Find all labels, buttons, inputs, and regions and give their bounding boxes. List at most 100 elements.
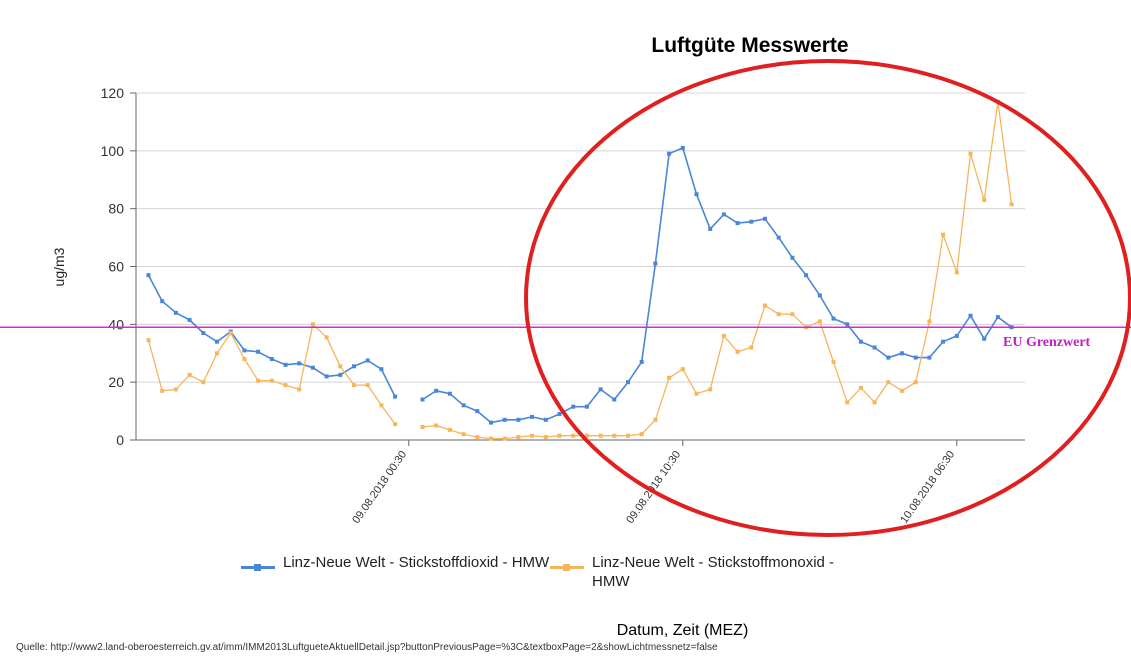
data-point-no2	[256, 349, 261, 354]
data-point-no2	[817, 293, 822, 298]
x-tick-label: 09.08.2018 00:30	[350, 449, 409, 526]
data-point-no	[379, 403, 384, 408]
y-tick-label: 100	[101, 143, 125, 159]
data-point-no2	[845, 322, 850, 327]
data-point-no2	[269, 357, 274, 361]
data-point-no	[694, 391, 699, 396]
data-point-no2	[804, 273, 809, 278]
data-point-no2	[941, 339, 946, 344]
data-point-no	[283, 383, 288, 388]
data-point-no	[735, 349, 740, 354]
data-point-no2	[584, 404, 589, 409]
data-point-no	[297, 387, 302, 392]
y-axis-title: ug/m3	[51, 247, 67, 286]
data-point-no2	[393, 394, 398, 399]
data-point-no2	[735, 221, 740, 226]
data-point-no	[173, 387, 178, 392]
source-note: Quelle: http://www2.land-oberoesterreich…	[16, 642, 718, 653]
data-point-no	[886, 380, 891, 385]
legend-label-no: Linz-Neue Welt - Stickstoffmonoxid - HMW	[592, 554, 835, 590]
data-point-no	[927, 319, 932, 324]
data-point-no2	[886, 355, 891, 360]
data-point-no2	[831, 316, 836, 321]
data-point-no	[160, 388, 165, 393]
data-point-no	[365, 383, 370, 388]
data-point-no2	[338, 372, 343, 377]
data-point-no	[954, 270, 959, 275]
data-point-no2	[516, 417, 521, 422]
data-point-no2	[215, 339, 219, 344]
data-point-no	[201, 380, 206, 385]
data-point-no2	[352, 364, 356, 369]
data-point-no2	[543, 417, 548, 422]
data-point-no2	[913, 355, 918, 360]
data-point-no	[352, 383, 356, 388]
series-line-no	[147, 323, 396, 425]
data-point-no2	[201, 331, 206, 335]
data-point-no2	[708, 226, 713, 231]
data-point-no2	[776, 235, 781, 240]
data-point-no2	[310, 365, 315, 370]
data-point-no	[653, 417, 658, 422]
y-tick-label: 80	[108, 201, 124, 217]
data-point-no2	[598, 387, 603, 392]
data-point-no2	[160, 299, 165, 304]
data-point-no2	[721, 212, 726, 217]
data-point-no	[667, 375, 672, 380]
data-point-no2	[872, 345, 877, 350]
data-point-no2	[365, 358, 370, 363]
data-point-no2	[763, 216, 767, 221]
data-point-no	[447, 427, 452, 432]
data-point-no	[872, 400, 877, 405]
data-point-no	[626, 433, 630, 438]
data-point-no	[338, 364, 343, 369]
data-point-no2	[489, 420, 493, 425]
data-point-no	[215, 351, 219, 356]
y-tick-label: 20	[108, 374, 124, 390]
data-point-no	[502, 436, 507, 441]
data-point-no2	[639, 359, 644, 364]
data-point-no2	[420, 397, 425, 402]
data-point-no2	[626, 380, 630, 385]
data-point-no2	[146, 273, 151, 278]
y-tick-label: 0	[116, 432, 124, 448]
data-point-no2	[379, 367, 384, 372]
data-point-no2	[995, 315, 1000, 320]
data-point-no	[941, 232, 946, 237]
data-point-no2	[297, 361, 302, 366]
data-point-no	[256, 378, 261, 383]
data-point-no2	[790, 255, 795, 260]
data-point-no	[228, 331, 233, 335]
highlight-ellipse	[524, 59, 1131, 537]
data-point-no	[831, 359, 836, 364]
data-point-no	[913, 380, 918, 385]
legend-label-no2: Linz-Neue Welt - Stickstoffdioxid - HMW	[283, 554, 550, 571]
data-point-no	[324, 335, 329, 340]
data-point-no	[530, 433, 535, 438]
data-point-no	[845, 400, 850, 405]
chart-title: Luftgüte Messwerte	[651, 34, 849, 57]
data-point-no2	[858, 339, 863, 344]
data-point-no	[982, 198, 987, 202]
series-line-no2	[422, 147, 1013, 424]
data-point-no	[557, 433, 562, 438]
data-point-no	[310, 322, 315, 327]
data-point-no2	[927, 355, 932, 360]
data-point-no	[420, 425, 425, 429]
data-point-no2	[680, 145, 685, 150]
data-point-no	[968, 151, 973, 156]
data-point-no	[434, 423, 439, 428]
eu-limit-label: EU Grenzwert	[1003, 335, 1091, 350]
data-point-no	[543, 435, 548, 440]
data-point-no	[393, 422, 398, 427]
data-point-no	[817, 319, 822, 324]
data-point-no	[858, 385, 863, 390]
data-point-no	[1009, 202, 1014, 207]
data-point-no2	[557, 412, 562, 416]
data-point-no2	[982, 336, 987, 341]
data-point-no	[146, 338, 151, 343]
data-point-no	[516, 435, 521, 440]
legend-swatch-no	[550, 564, 584, 571]
data-point-no2	[187, 318, 192, 322]
data-point-no2	[242, 348, 247, 353]
